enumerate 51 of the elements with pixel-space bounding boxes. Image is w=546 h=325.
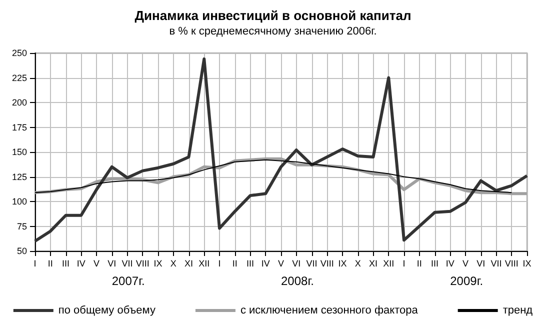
- x-tick-label: IV: [446, 258, 454, 268]
- y-tick-label: 100: [12, 196, 27, 206]
- y-tick-label: 50: [16, 246, 27, 256]
- x-tick-label: X: [354, 258, 361, 268]
- x-tick-label: X: [170, 258, 176, 268]
- x-tick-label: I: [402, 258, 406, 268]
- x-tick-label: I: [34, 258, 36, 268]
- x-tick-label: VI: [108, 258, 116, 268]
- x-tick-label: VII: [490, 258, 502, 268]
- text: 2009г.: [450, 274, 484, 288]
- x-tick-label: V: [93, 258, 100, 268]
- y-tick-label: 250: [12, 48, 27, 58]
- x-tick-label: IV: [76, 258, 86, 268]
- x-tick-label: III: [62, 258, 70, 268]
- x-tick-label: II: [232, 258, 238, 268]
- x-tick-label: VII: [306, 258, 318, 268]
- x-tick-label: VI: [476, 258, 486, 268]
- x-tick-label: IX: [338, 258, 347, 268]
- x-tick-label: VI: [292, 258, 301, 268]
- legend-label: с исключением сезонного фактора: [240, 304, 419, 316]
- x-tick-label: III: [430, 258, 439, 268]
- text: 2007г.: [112, 274, 145, 288]
- x-tick-label: II: [48, 258, 53, 268]
- x-tick-label: I: [218, 258, 221, 268]
- chart-title: Динамика инвестиций в основной капитал: [134, 8, 412, 23]
- x-tick-label: V: [462, 258, 469, 268]
- y-tick-label: 175: [12, 122, 27, 132]
- x-tick-label: IV: [261, 258, 270, 268]
- x-tick-label: XII: [198, 258, 210, 268]
- x-tick-label: XII: [383, 258, 394, 268]
- x-tick-label: VIII: [504, 258, 518, 268]
- legend-label: по общему объему: [58, 304, 156, 316]
- y-tick-label: 150: [12, 147, 27, 157]
- x-tick-label: VIII: [320, 258, 334, 268]
- x-tick-label: IX: [154, 258, 162, 268]
- line-series: [34, 57, 528, 243]
- y-tick-label: 75: [16, 221, 27, 232]
- y-tick-label: 125: [12, 172, 27, 182]
- x-tick-label: IX: [522, 258, 532, 268]
- x-tick-label: V: [278, 258, 284, 268]
- x-tick-label: XI: [184, 258, 194, 268]
- y-tick-label: 225: [12, 72, 27, 83]
- x-tick-label: VII: [122, 258, 133, 268]
- x-tick-label: VIII: [136, 258, 150, 268]
- chart-subtitle: в % к среднемесячному значению 2006г.: [169, 26, 377, 38]
- y-tick-label: 200: [12, 98, 27, 108]
- x-tick-label: II: [416, 258, 422, 268]
- x-tick-label: XI: [368, 258, 378, 268]
- x-tick-label: III: [246, 258, 254, 268]
- legend-label: тренд: [502, 304, 534, 316]
- text: 2008г.: [280, 274, 314, 288]
